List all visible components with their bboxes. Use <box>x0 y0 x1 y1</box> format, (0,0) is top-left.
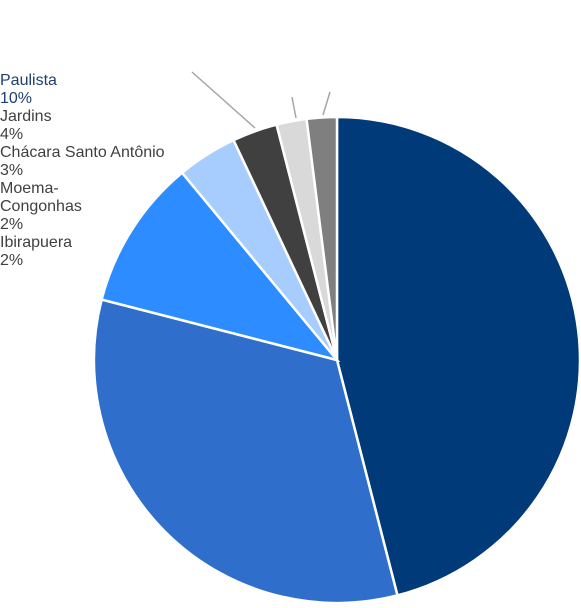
value-label: 2% <box>0 216 24 233</box>
slice-label: Chácara Santo Antônio 3% <box>0 144 175 180</box>
value-label: 2% <box>0 252 24 269</box>
value-label: 46% <box>0 18 33 35</box>
slice-label: Paulista 10% <box>0 72 100 108</box>
pie-slice <box>100 171 341 363</box>
pie-slice <box>335 115 581 597</box>
leader-line <box>291 96 297 119</box>
pie-slice <box>305 115 339 361</box>
category-label: Chácara Santo Antônio <box>0 144 165 161</box>
pie-slice <box>92 298 399 605</box>
category-label: Berrini <box>0 36 47 53</box>
value-label: 10% <box>0 90 33 107</box>
slice-label: Vila Olímpia-Itaim 46% <box>0 0 160 36</box>
leader-lines <box>191 71 331 129</box>
category-label: Paulista <box>0 72 57 89</box>
slice-label: Berrini 33% <box>0 36 100 72</box>
value-label: 33% <box>0 54 33 71</box>
slice-label: Ibirapuera 2% <box>0 234 110 270</box>
value-label: 3% <box>0 162 24 179</box>
category-label: Jardins <box>0 108 52 125</box>
leader-line <box>322 91 331 116</box>
value-label: 4% <box>0 126 24 143</box>
leader-line <box>191 71 256 129</box>
category-label: Ibirapuera <box>0 234 73 251</box>
slice-label: Moema-Congonhas 2% <box>0 180 115 234</box>
slice-label: Jardins 4% <box>0 108 80 144</box>
category-label: Vila Olímpia-Itaim <box>0 0 126 17</box>
category-label: Moema-Congonhas <box>0 180 82 215</box>
